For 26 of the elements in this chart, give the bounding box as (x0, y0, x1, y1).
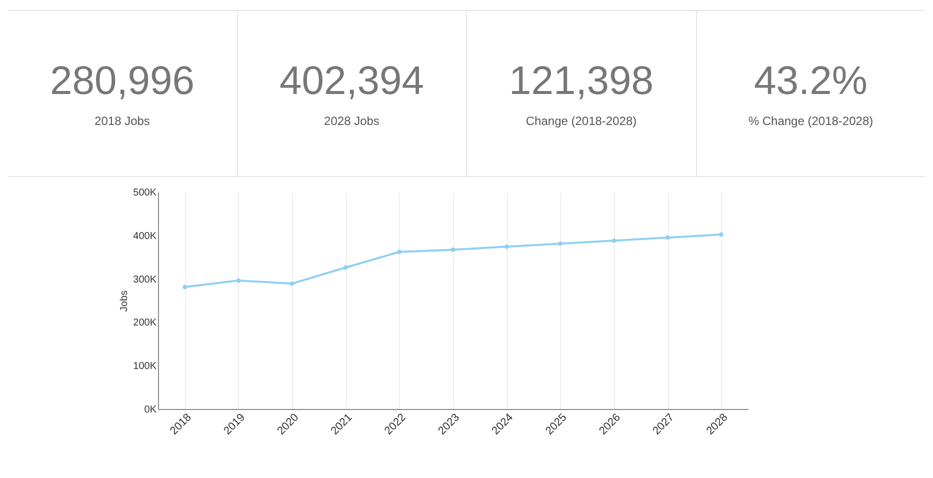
text: 2028 Jobs (324, 114, 380, 128)
y-tick-label: 100K (133, 361, 157, 372)
y-tick-label: 0K (144, 404, 157, 416)
point (397, 250, 402, 254)
point (450, 247, 456, 252)
text: 2018 Jobs (94, 114, 150, 128)
point (612, 238, 616, 243)
text: 402,394 (279, 59, 424, 104)
point (718, 232, 724, 237)
text: 43.2% (754, 59, 868, 104)
point (182, 284, 188, 290)
y-axis-title: Jobs (119, 290, 130, 312)
y-tick-label: 500K (133, 188, 157, 198)
point (236, 278, 241, 283)
point (665, 235, 670, 240)
point (290, 281, 294, 286)
text: 121,398 (508, 59, 654, 104)
point (343, 265, 348, 270)
y-tick-label: 200K (133, 318, 157, 329)
y-tick-label: 400K (133, 230, 157, 242)
text: % Change (2018-2028) (748, 114, 874, 128)
y-tick-label: 300K (133, 274, 157, 286)
text: Change (2018-2028) (526, 114, 637, 128)
point (558, 241, 563, 246)
text: 280,996 (50, 59, 195, 104)
point (504, 244, 509, 249)
